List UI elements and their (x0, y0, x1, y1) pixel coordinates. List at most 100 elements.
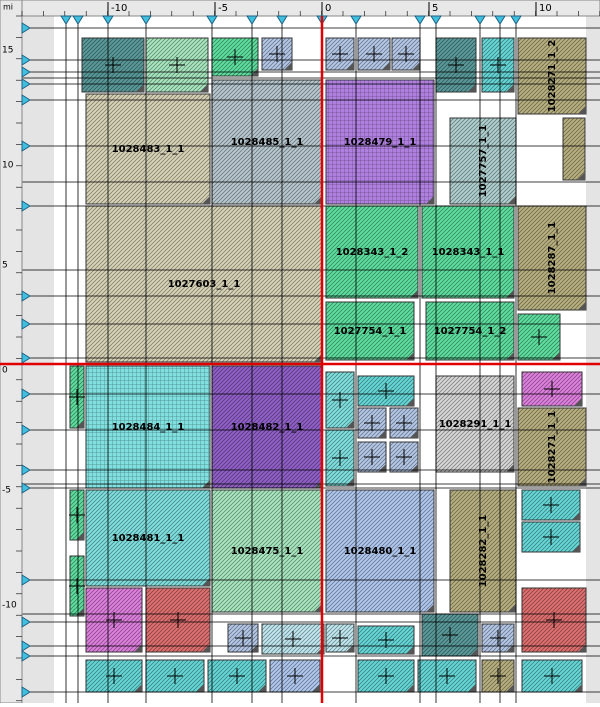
block-corner (406, 398, 414, 406)
block-label: 1028271_1_1 (547, 411, 558, 484)
block (85, 365, 211, 489)
block-corner (426, 196, 434, 204)
left-ruler (0, 0, 23, 704)
track-marker (21, 464, 31, 476)
track-marker (510, 15, 522, 25)
block-corner (468, 684, 476, 692)
plus (69, 389, 85, 405)
block-corner (410, 430, 418, 438)
block-corner (578, 302, 586, 310)
plus (287, 668, 303, 684)
block (325, 79, 435, 205)
ruler-label: 5 (2, 261, 8, 271)
plus (490, 630, 506, 646)
block-corner (284, 62, 292, 70)
block-label: 1027754_1_1 (334, 326, 407, 337)
plus (543, 497, 559, 513)
track-marker (474, 15, 486, 25)
block-corner (506, 684, 514, 692)
block-corner (578, 106, 586, 114)
block-label: 1028482_1_1 (231, 422, 304, 433)
block (325, 301, 415, 361)
block (85, 205, 323, 363)
plus (439, 668, 455, 684)
ruler-corner: mi (3, 3, 13, 12)
plus (364, 449, 380, 465)
track-marker (21, 352, 31, 364)
plus (396, 449, 412, 465)
track-marker (60, 15, 72, 25)
track-marker (21, 640, 31, 652)
block (85, 93, 211, 205)
plus (106, 668, 122, 684)
plus (398, 46, 414, 62)
track-marker (21, 424, 31, 436)
block-corner (572, 544, 580, 552)
plus (170, 612, 186, 628)
track-marker (350, 15, 362, 25)
block-corner (346, 62, 354, 70)
ruler-label: -5 (2, 486, 11, 496)
block-corner (314, 196, 322, 204)
block-corner (378, 430, 386, 438)
plus (229, 668, 245, 684)
block-label: 1028343_1_2 (336, 247, 409, 258)
block-corner (382, 62, 390, 70)
track-marker (21, 650, 31, 662)
block (85, 489, 211, 587)
block-corner (572, 512, 580, 520)
block-corner (574, 684, 582, 692)
block-corner (200, 84, 208, 92)
block (421, 205, 515, 299)
plus (69, 578, 85, 594)
block-corner (134, 684, 142, 692)
block-corner (196, 684, 204, 692)
block (261, 623, 325, 655)
plus (106, 612, 122, 628)
plus (332, 450, 348, 466)
block-corner (202, 196, 210, 204)
plus (531, 329, 547, 345)
ruler-label: 5 (432, 3, 438, 14)
plus (285, 631, 301, 647)
block (449, 117, 517, 205)
plus (69, 507, 85, 523)
block-label: 1028484_1_1 (112, 422, 185, 433)
track-marker (21, 574, 31, 586)
block-corner (506, 84, 514, 92)
block-corner (406, 646, 414, 654)
track-marker (102, 15, 114, 25)
block-corner (412, 62, 420, 70)
track-marker (414, 15, 426, 25)
block (425, 301, 515, 361)
track-marker (21, 22, 31, 34)
plus (378, 632, 394, 648)
block (521, 521, 581, 553)
track-marker (21, 78, 31, 90)
block-corner (468, 84, 476, 92)
block-label: 1028287_1_1 (547, 222, 558, 295)
block (562, 117, 586, 181)
plus (366, 46, 382, 62)
block-corner (258, 684, 266, 692)
plus (378, 668, 394, 684)
blocks: 1028271_1_2 1028483_1_1 1028485_1_1 1028479… (69, 37, 587, 693)
track-marker (21, 686, 31, 698)
block-label: 1027754_1_2 (434, 326, 507, 337)
plus (396, 415, 412, 431)
track-marker (140, 15, 152, 25)
ruler-label: 0 (325, 3, 331, 14)
block-corner (470, 648, 478, 656)
block-corner (426, 604, 434, 612)
track-marker (21, 388, 31, 400)
plus (167, 668, 183, 684)
block-corner (577, 172, 585, 180)
ruler-label: 0 (2, 366, 8, 376)
plus (364, 415, 380, 431)
ruler-label: 15 (2, 46, 13, 56)
track-marker (21, 200, 31, 212)
ruler-label: 10 (539, 3, 552, 14)
track-marker (206, 15, 218, 25)
